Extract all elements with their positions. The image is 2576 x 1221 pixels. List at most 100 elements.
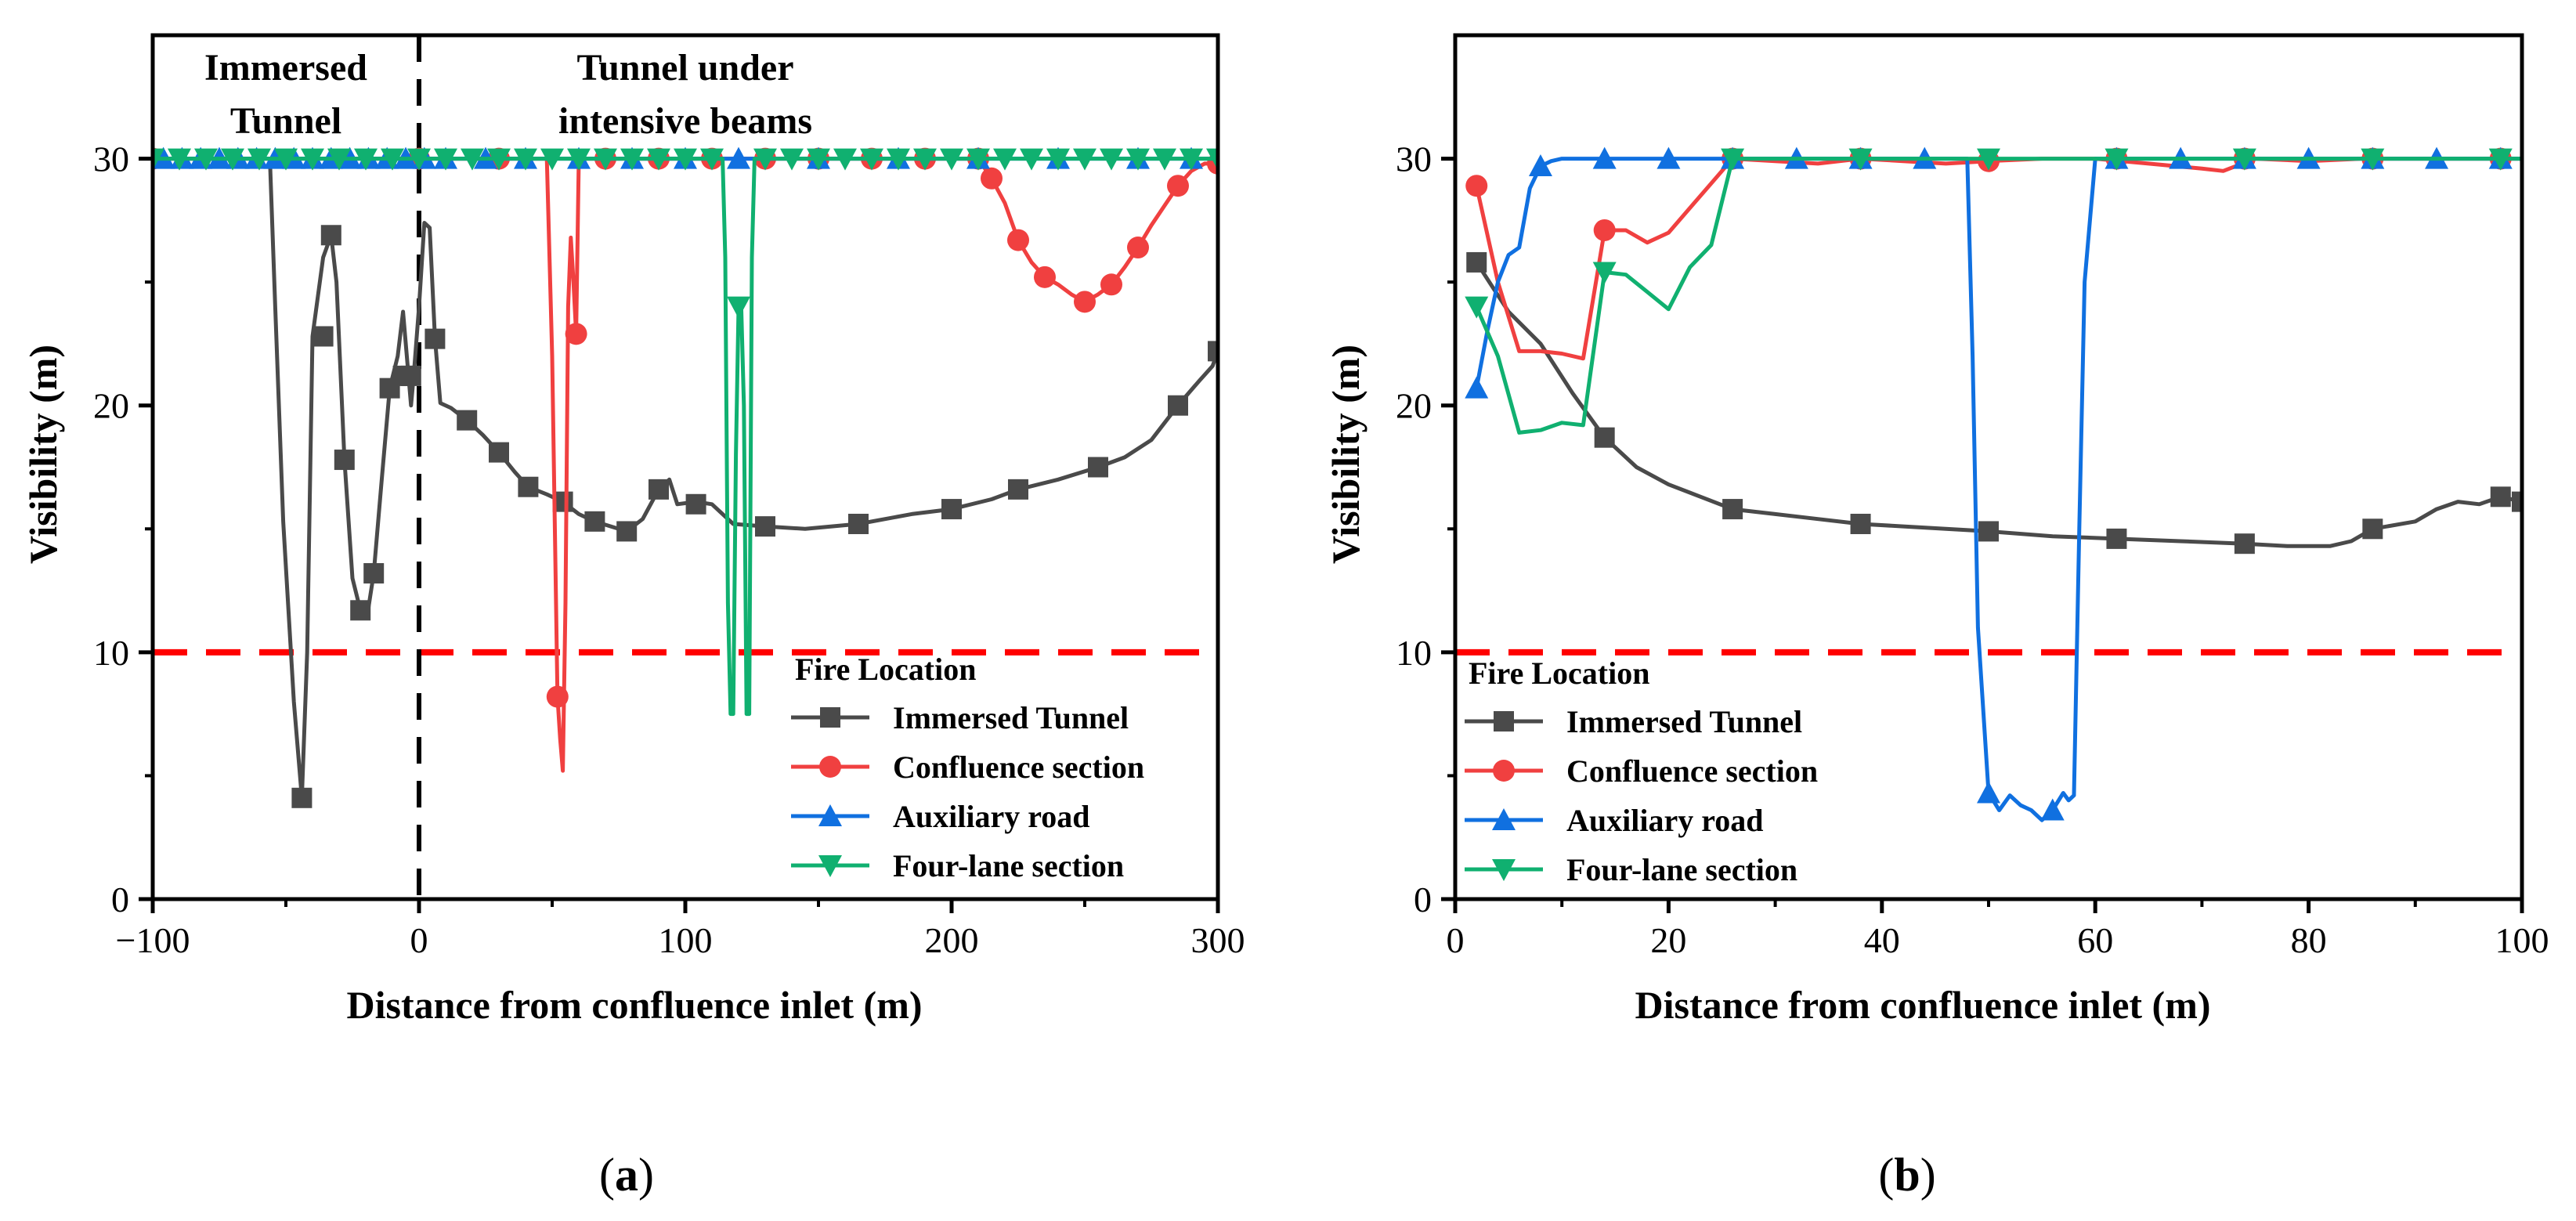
x-tick-label: 60 [2077,920,2113,960]
data-point [540,148,564,171]
data-point [1073,148,1097,171]
data-point [247,148,271,171]
data-point [584,511,605,532]
data-point [434,148,457,171]
x-tick-label: 20 [1650,920,1686,960]
y-tick-label: 10 [1396,633,1432,673]
data-point [194,148,218,171]
data-point [1465,175,1488,197]
y-tick-label: 0 [111,880,129,919]
legend-label: Auxiliary road [893,799,1090,834]
data-point [1592,146,1617,169]
data-point [565,323,587,345]
data-point [567,148,591,171]
data-point [2040,798,2065,821]
data-point [1977,148,2000,171]
data-point [2490,486,2511,508]
legend-marker [818,804,842,826]
axes: 0 20 40 60 80 100 0 10 20 30 [1396,139,2549,960]
data-point [860,148,883,171]
legend-label: Confluence section [1566,753,1818,789]
data-point [1592,262,1617,284]
y-tick-label: 30 [1396,139,1432,179]
data-point [620,148,644,171]
data-point [1208,341,1218,362]
data-point [1465,376,1489,399]
x-tick-label: 100 [2495,920,2549,960]
data-point [168,148,191,171]
panel-caption-b: (b) [1878,1149,1935,1201]
legend-item: Confluence section [791,750,1144,785]
data-point [1206,148,1218,171]
legend-title: Fire Location [795,652,976,687]
series-line [1474,157,2522,435]
legend-marker [1492,859,1516,881]
data-point [727,146,750,169]
data-point [1034,266,1056,288]
data-point [966,148,990,171]
data-point [291,787,313,808]
legend-item: Four-lane section [791,848,1124,883]
caption-close: ) [638,1149,654,1201]
data-point [1008,479,1028,500]
data-point [1168,395,1188,416]
region-label: Tunnel under [576,47,793,89]
legend-label: Immersed Tunnel [893,700,1129,735]
data-point [1100,148,1123,171]
series-four-lane-section [153,148,1218,717]
data-point [546,685,569,708]
y-tick-label: 20 [93,386,129,426]
data-point [1153,148,1176,171]
region-label: Tunnel [230,100,341,142]
legend-label: Immersed Tunnel [1566,704,1802,739]
data-point [1848,148,1873,171]
data-point [334,450,355,471]
data-point [685,493,706,515]
panel-caption-a: (a) [599,1149,654,1201]
data-point [1593,219,1616,241]
legend-item: Immersed Tunnel [1465,704,1802,739]
x-tick-label: 0 [1447,920,1465,960]
series-line [153,157,1218,773]
data-point [700,148,724,171]
data-point [1127,237,1149,259]
data-point [489,442,509,463]
legend-label: Four-lane section [893,848,1124,883]
data-point [594,148,617,171]
data-point [518,476,539,497]
data-point [780,148,804,171]
y-tick-label: 10 [93,633,129,673]
data-point [2361,148,2385,171]
data-point [940,148,963,171]
caption-letter: b [1894,1149,1920,1201]
data-point [514,148,537,171]
data-point [221,148,244,171]
caption-close: ) [1920,1149,1936,1201]
data-point [2105,148,2129,171]
legend-marker [820,707,840,728]
data-point [1466,251,1487,273]
region-label: Immersed [204,47,367,89]
y-tick-label: 20 [1396,386,1432,426]
data-point [1100,273,1122,296]
data-point [1978,521,1999,542]
data-point [649,479,669,500]
legend-marker [1492,808,1516,830]
data-point [2234,533,2255,555]
data-point [274,148,298,171]
chart-panel-b: Fire Location Immersed Tunnel Confluence s… [1324,33,2549,1201]
data-point [425,328,446,349]
data-point [363,563,385,584]
legend-marker [1493,760,1515,782]
data-point [1850,513,1871,534]
data-point [1977,781,2000,804]
data-point [1722,499,1743,520]
data-point [354,148,378,171]
x-tick-label: −100 [116,920,190,960]
data-point [350,600,371,621]
x-tick-label: 200 [925,920,979,960]
data-point [1721,148,1745,171]
caption-open: ( [1878,1149,1894,1201]
data-point [647,148,670,171]
